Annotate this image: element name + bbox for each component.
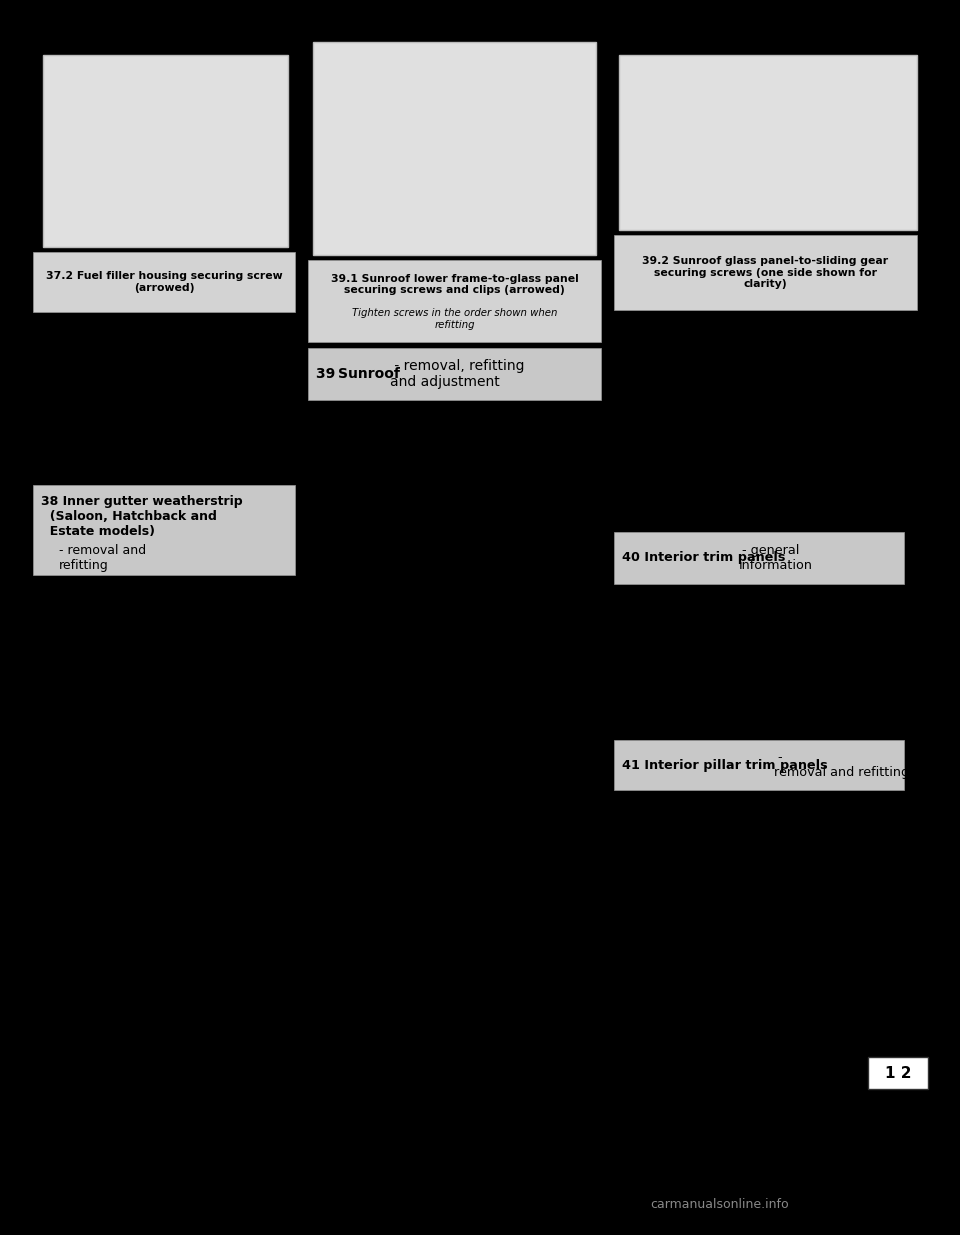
Bar	[33, 252, 295, 312]
Text: 39.1 Sunroof lower frame-to-glass panel
securing screws and clips (arrowed): 39.1 Sunroof lower frame-to-glass panel …	[330, 274, 578, 295]
Text: 39: 39	[316, 367, 340, 382]
Bar	[308, 261, 601, 342]
Text: Tighten screws in the order shown when
refitting: Tighten screws in the order shown when r…	[351, 309, 557, 330]
Text: 37.2 Fuel filler housing securing screw
(arrowed): 37.2 Fuel filler housing securing screw …	[46, 272, 282, 293]
Bar	[43, 56, 288, 247]
Bar	[619, 56, 917, 230]
Text: - general
information: - general information	[738, 543, 812, 572]
Bar	[313, 42, 596, 254]
Text: 39.2 Sunroof glass panel-to-sliding gear
securing screws (one side shown for
cla: 39.2 Sunroof glass panel-to-sliding gear…	[642, 256, 889, 289]
Text: Sunroof: Sunroof	[338, 367, 400, 382]
Text: carmanualsonline.info: carmanualsonline.info	[651, 1198, 789, 1212]
Text: 38 Inner gutter weatherstrip
  (Saloon, Hatchback and
  Estate models): 38 Inner gutter weatherstrip (Saloon, Ha…	[41, 495, 243, 538]
Text: -
removal and refitting: - removal and refitting	[774, 751, 909, 779]
Bar	[614, 740, 904, 790]
Bar	[614, 532, 904, 584]
Text: 40 Interior trim panels: 40 Interior trim panels	[622, 552, 785, 564]
Text: 41 Interior pillar trim panels: 41 Interior pillar trim panels	[622, 758, 828, 772]
Bar	[614, 235, 917, 310]
Bar	[868, 1057, 928, 1089]
Bar	[33, 485, 295, 576]
Text: 1 2: 1 2	[885, 1066, 911, 1081]
Text: - removal, refitting
and adjustment: - removal, refitting and adjustment	[390, 359, 524, 389]
Bar	[308, 348, 601, 400]
Text: - removal and
refitting: - removal and refitting	[59, 543, 146, 572]
